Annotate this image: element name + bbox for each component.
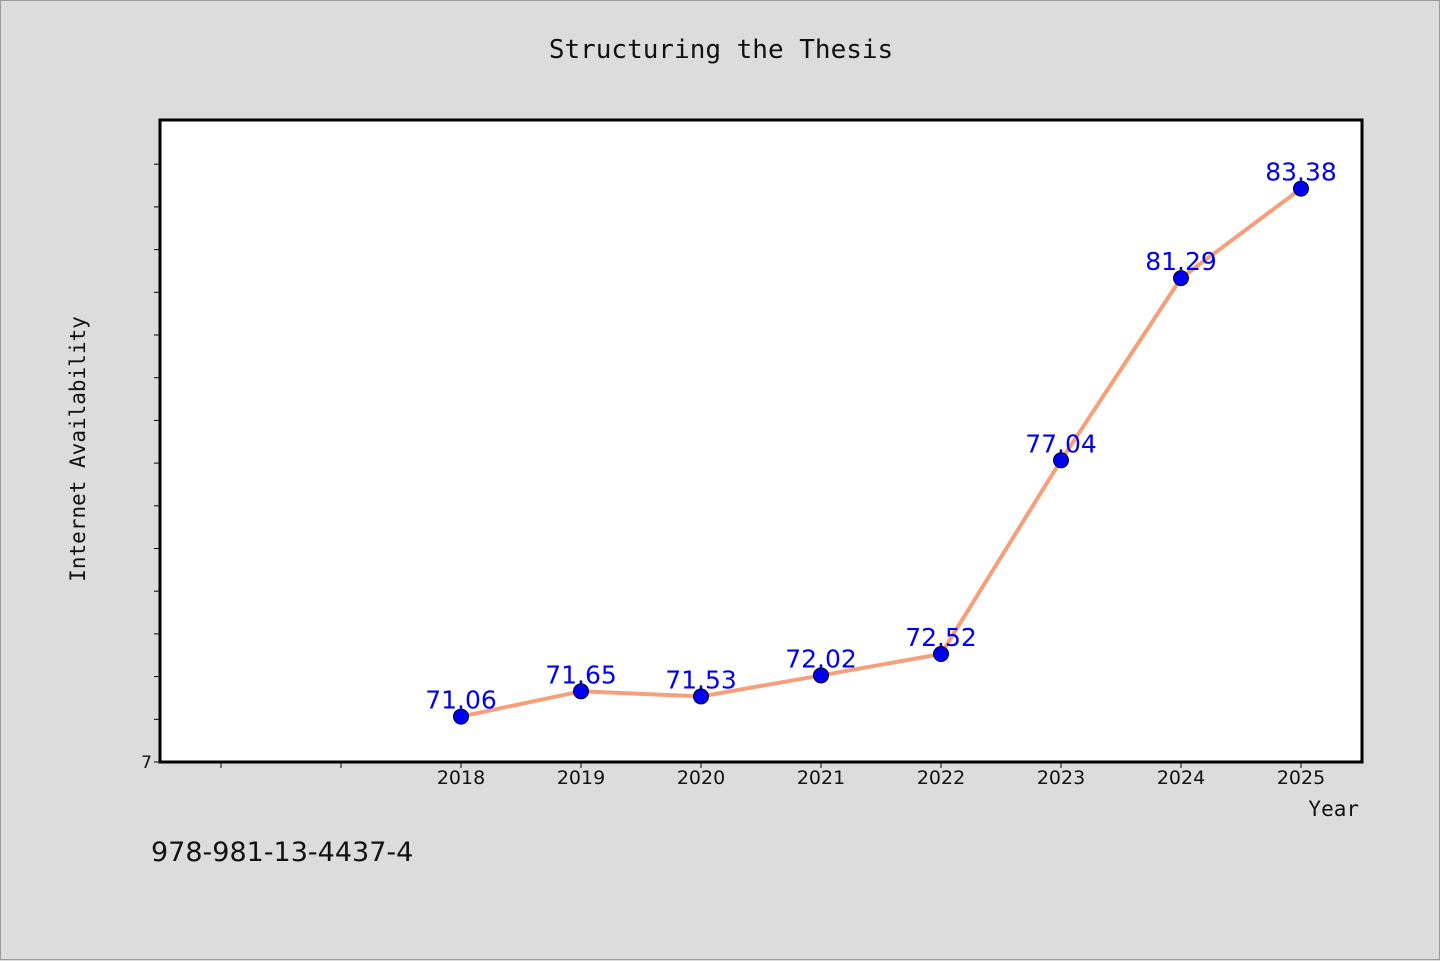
x-tick-label: 2023 [1037, 767, 1085, 789]
x-tick-label: 2022 [917, 767, 965, 789]
data-point [1053, 452, 1069, 469]
y-tick-label: 7 [141, 753, 152, 773]
data-label: 71.53 [665, 665, 737, 694]
data-label: 77.04 [1025, 429, 1097, 458]
data-point [1293, 180, 1309, 197]
data-point [933, 646, 949, 662]
data-label: 72.02 [785, 644, 857, 673]
x-tick-label: 2020 [677, 767, 725, 789]
x-tick-label: 2024 [1157, 767, 1205, 789]
x-tick-label: 2021 [797, 767, 845, 789]
plot-frame [158, 118, 1364, 764]
data-label: 71.06 [425, 686, 497, 715]
x-tick-label: 2025 [1277, 767, 1325, 789]
chart-title: Structuring the Thesis [548, 35, 894, 65]
x-tick-label: 2019 [557, 767, 605, 789]
footer-isbn: 978-981-13-4437-4 [151, 837, 414, 868]
data-point [1173, 270, 1189, 287]
x-tick-label: 2018 [437, 767, 485, 789]
x-axis-label: Year [1308, 797, 1359, 821]
data-point [453, 708, 469, 725]
data-label: 71.65 [545, 660, 617, 689]
data-point [693, 688, 709, 705]
data-point [573, 683, 589, 700]
data-label: 72.52 [905, 623, 977, 652]
series-line [460, 186, 1303, 719]
data-label: 83.38 [1265, 158, 1337, 187]
data-point [813, 667, 829, 684]
data-label: 81.29 [1145, 247, 1217, 276]
